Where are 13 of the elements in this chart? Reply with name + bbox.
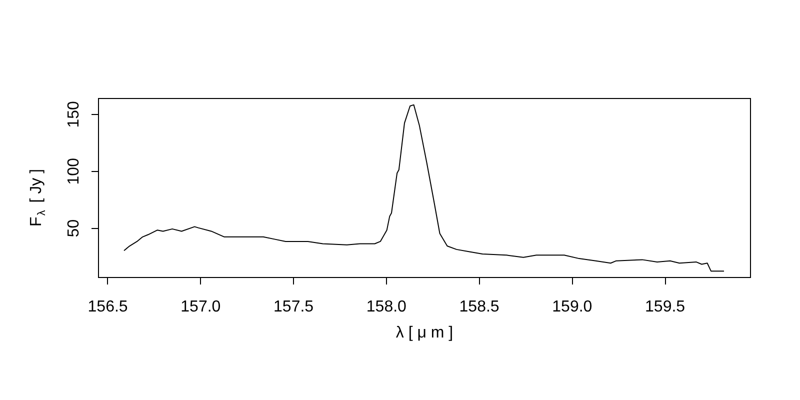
x-tick-label: 157.0: [180, 298, 221, 316]
y-tick-label: 100: [66, 158, 82, 185]
y-tick-label: 150: [66, 100, 82, 128]
x-tick-label: 158.5: [459, 298, 500, 316]
x-axis-title: λ [ μ m ]: [396, 324, 454, 342]
x-tick-label: 156.5: [88, 298, 128, 316]
x-tick-label: 159.0: [552, 298, 592, 316]
x-tick-label: 158.0: [366, 298, 407, 316]
line-series: [124, 104, 724, 272]
x-tick-label: 157.5: [274, 298, 314, 316]
y-tick-label: 50: [66, 219, 82, 238]
x-tick-label: 159.5: [645, 298, 686, 316]
y-axis-title: Fλ [ Jy ]: [28, 168, 48, 227]
